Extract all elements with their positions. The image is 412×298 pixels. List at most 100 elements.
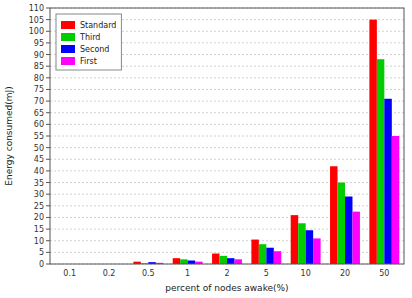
legend-label: Third: [79, 33, 100, 42]
bar: [298, 223, 305, 264]
y-axis-label: Energy consumed(mJ): [4, 86, 14, 185]
y-tick-label: 55: [34, 132, 44, 141]
bar: [392, 136, 399, 264]
y-tick-label: 40: [34, 167, 44, 176]
legend-label: First: [80, 57, 97, 66]
x-tick-label: 5: [264, 269, 269, 278]
y-tick-label: 105: [29, 16, 44, 25]
y-tick-label: 0: [39, 260, 44, 269]
bar: [266, 248, 273, 264]
y-tick-label: 95: [34, 39, 44, 48]
grid-line: [50, 194, 404, 195]
bar: [274, 251, 281, 264]
bar: [345, 197, 352, 264]
bar: [220, 256, 227, 264]
tick-mark: [46, 252, 50, 253]
tick-mark: [46, 31, 50, 32]
bar: [188, 261, 195, 264]
tick-mark: [46, 89, 50, 90]
y-tick-label: 5: [39, 248, 44, 257]
bar: [384, 99, 391, 264]
y-tick-label: 45: [34, 155, 44, 164]
y-tick-label: 15: [34, 225, 44, 234]
bar: [227, 258, 234, 264]
tick-mark: [46, 205, 50, 206]
bar: [180, 259, 187, 264]
y-tick-label: 70: [34, 97, 44, 106]
tick-mark: [46, 54, 50, 55]
tick-mark: [46, 8, 50, 9]
bar: [251, 240, 258, 264]
tick-mark: [46, 19, 50, 20]
x-tick-label: 20: [340, 269, 350, 278]
legend-label: Second: [80, 45, 109, 54]
y-tick-label: 25: [34, 202, 44, 211]
y-tick-label: 65: [34, 109, 44, 118]
grid-line: [50, 159, 404, 160]
legend-box: [56, 14, 121, 70]
tick-mark: [46, 194, 50, 195]
tick-mark: [46, 240, 50, 241]
legend-label: Standard: [80, 21, 116, 30]
y-tick-label: 50: [34, 144, 44, 153]
tick-mark: [46, 77, 50, 78]
tick-mark: [46, 66, 50, 67]
tick-mark: [46, 112, 50, 113]
bar: [234, 259, 241, 264]
tick-mark: [46, 170, 50, 171]
bar: [212, 254, 219, 264]
tick-mark: [46, 124, 50, 125]
x-tick-label: 1: [185, 269, 190, 278]
bar: [369, 20, 376, 264]
grid-line: [50, 77, 404, 78]
grid-line: [50, 101, 404, 102]
y-tick-label: 30: [34, 190, 44, 199]
bar: [313, 238, 320, 264]
grid-line: [50, 182, 404, 183]
bars: [133, 20, 399, 264]
legend-swatch: [61, 45, 75, 53]
tick-mark: [46, 264, 50, 265]
bar: [291, 215, 298, 264]
legend: Standard Third Second First: [56, 14, 121, 70]
tick-mark: [46, 136, 50, 137]
tick-mark: [46, 159, 50, 160]
tick-mark: [46, 101, 50, 102]
bar: [377, 59, 384, 264]
bar: [338, 183, 345, 264]
legend-swatch: [61, 21, 75, 29]
tick-mark: [46, 42, 50, 43]
x-tick-label: 2: [224, 269, 229, 278]
grid-line: [50, 89, 404, 90]
plot-frame: [50, 8, 404, 264]
x-tick-label: 50: [379, 269, 389, 278]
x-tick-label: 0.2: [103, 269, 116, 278]
x-axis-label: percent of nodes awake(%): [165, 283, 288, 293]
y-tick-label: 10: [34, 237, 44, 246]
y-tick-label: 80: [34, 74, 44, 83]
grid-line: [50, 136, 404, 137]
grid-line: [50, 170, 404, 171]
y-tick-label: 90: [34, 51, 44, 60]
tick-mark: [46, 217, 50, 218]
bar: [352, 212, 359, 264]
y-tick-label: 110: [29, 4, 44, 13]
y-tick-label: 60: [34, 120, 44, 129]
legend-swatch: [61, 33, 75, 41]
legend-swatch: [61, 57, 75, 65]
tick-mark: [46, 229, 50, 230]
y-tick-label: 20: [34, 213, 44, 222]
chart: 0510152025303540455055606570758085909510…: [0, 0, 412, 298]
grid-line: [50, 124, 404, 125]
tick-mark: [46, 147, 50, 148]
bar: [330, 166, 337, 264]
y-tick-label: 75: [34, 85, 44, 94]
bar: [173, 258, 180, 264]
bar: [259, 244, 266, 264]
grid: [50, 8, 404, 264]
y-tick-label: 35: [34, 179, 44, 188]
grid-line: [50, 112, 404, 113]
bar: [306, 230, 313, 264]
y-tick-label: 100: [29, 27, 44, 36]
grid-line: [50, 147, 404, 148]
